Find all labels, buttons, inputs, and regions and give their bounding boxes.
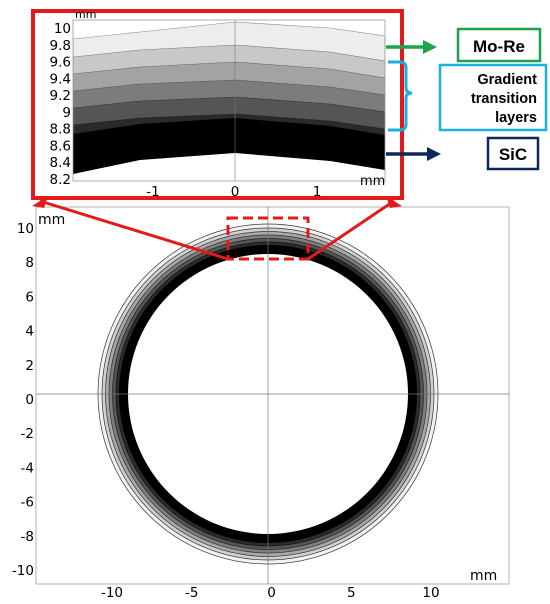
inset-layers bbox=[73, 20, 385, 181]
gradient-brace bbox=[388, 60, 413, 132]
sic-label: SiC bbox=[499, 145, 527, 164]
mo-re-arrowhead bbox=[423, 40, 437, 54]
inset-y-tick-label: 10 bbox=[54, 21, 71, 37]
gradient-label-box bbox=[438, 63, 548, 132]
inset-y-tick-label: 9.2 bbox=[50, 88, 71, 104]
zoom-connector-right bbox=[307, 199, 395, 261]
inset-y-tick-label: 9 bbox=[62, 105, 71, 121]
main-x-ticks: -10 -5 0 5 10 bbox=[101, 585, 440, 601]
inset-y-tick-label: 8.4 bbox=[50, 155, 71, 171]
zoom-region-box bbox=[226, 216, 310, 261]
main-x-tick-label: 0 bbox=[267, 585, 276, 601]
inset-y-ticks: 109.89.69.49.298.88.68.48.2 bbox=[50, 21, 71, 188]
gradient-label-line1: Gradient bbox=[477, 72, 537, 88]
inset-x-ticks: -1 0 1 bbox=[146, 184, 321, 200]
inset-x-tick-label: -1 bbox=[146, 184, 159, 200]
sic-arrowhead bbox=[427, 147, 441, 161]
main-x-tick-label: 5 bbox=[347, 585, 356, 601]
inset-x-unit: mm bbox=[360, 174, 385, 189]
mo-re-label: Mo-Re bbox=[473, 37, 525, 56]
inset-y-tick-label: 9.8 bbox=[50, 38, 71, 54]
main-y-tick-label: 6 bbox=[25, 289, 34, 305]
annotations: Mo-Re Gradient transition layers SiC bbox=[386, 27, 548, 171]
inset-y-unit: mm bbox=[75, 8, 96, 21]
main-plot: mm mm 10 8 6 4 2 0 -2 -4 -6 -8 -10 -10 -5 0 5 10 bbox=[12, 206, 510, 601]
inset-y-tick-label: 8.8 bbox=[50, 122, 71, 138]
inset-plot-frame bbox=[72, 19, 386, 182]
main-y-tick-label: -6 bbox=[21, 495, 34, 511]
inset-y-tick-label: 9.6 bbox=[50, 55, 71, 71]
main-y-tick-label: 10 bbox=[17, 221, 34, 237]
main-y-tick-label: -10 bbox=[12, 563, 34, 579]
main-y-ticks: 10 8 6 4 2 0 -2 -4 -6 -8 -10 bbox=[12, 221, 34, 579]
main-x-tick-label: 10 bbox=[422, 585, 439, 601]
main-x-unit: mm bbox=[470, 568, 497, 584]
gradient-label-line3: layers bbox=[495, 110, 537, 126]
inset-bore bbox=[73, 153, 385, 181]
main-y-unit: mm bbox=[38, 212, 65, 228]
inset-plot: mm mm 109.89.69.49.298.88.68.48.2 -1 0 1 bbox=[50, 8, 386, 200]
inset-y-tick-label: 8.6 bbox=[50, 138, 71, 154]
inset-y-tick-label: 9.4 bbox=[50, 71, 71, 87]
sic-label-box bbox=[486, 136, 540, 171]
zoom-connector-left bbox=[39, 199, 229, 261]
main-x-tick-label: -10 bbox=[101, 585, 123, 601]
main-y-tick-label: -2 bbox=[21, 426, 34, 442]
main-y-tick-label: -8 bbox=[21, 529, 34, 545]
gradient-label-line2: transition bbox=[471, 91, 537, 107]
inset-x-tick-label: 1 bbox=[313, 184, 322, 200]
main-y-tick-label: -4 bbox=[21, 460, 34, 476]
inset-x-tick-label: 0 bbox=[231, 184, 240, 200]
main-y-tick-label: 8 bbox=[25, 255, 34, 271]
main-y-tick-label: 4 bbox=[25, 324, 34, 340]
main-y-tick-label: 2 bbox=[25, 358, 34, 374]
main-x-tick-label: -5 bbox=[185, 585, 198, 601]
inset-y-tick-label: 8.2 bbox=[50, 172, 71, 188]
ring-cross-section bbox=[36, 207, 509, 584]
main-y-tick-label: 0 bbox=[25, 392, 34, 408]
mo-re-label-box bbox=[456, 27, 542, 63]
